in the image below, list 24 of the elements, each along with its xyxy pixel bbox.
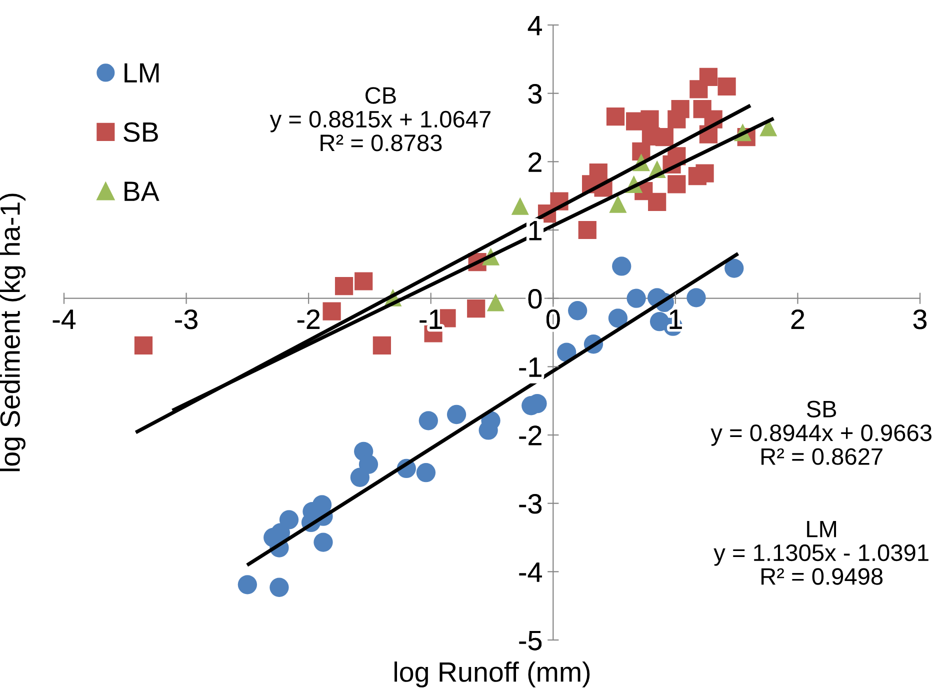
y-tick-label: -5: [519, 630, 542, 650]
x-tick-label: 3: [913, 309, 927, 330]
y-tick-label: -1: [519, 358, 542, 377]
y-tick-label: 0: [528, 289, 542, 309]
x-tick-label: 2: [791, 309, 804, 329]
y-tick-label: -2: [519, 426, 542, 446]
y-axis-title: log Sediment (kg ha-1): [0, 194, 26, 472]
y-tick-label: -4: [519, 562, 542, 582]
x-tick-label: -2: [297, 309, 320, 329]
legend-label: LM: [124, 63, 159, 82]
x-tick-label: 0: [546, 309, 560, 330]
annotation: SB y = 0.8944x + 0.9663 R² = 0.8627: [710, 400, 932, 465]
y-tick-label: 2: [528, 152, 542, 172]
legend-label: SB: [124, 122, 158, 142]
x-tick-label: -3: [175, 309, 198, 330]
x-tick-label: -4: [52, 310, 76, 329]
legend-label: BA: [124, 182, 160, 201]
y-tick-label: -3: [519, 494, 542, 514]
x-axis-title: log Runoff (mm): [394, 662, 590, 688]
y-tick-label: 1: [529, 220, 542, 240]
annotation: LM y = 1.1305x - 1.0391 R² = 0.9498: [714, 520, 928, 585]
y-tick-label: 4: [528, 16, 542, 36]
annotation: CB y = 0.8815x + 1.0647 R² = 0.8783: [270, 87, 490, 152]
y-tick-label: 3: [528, 84, 542, 104]
